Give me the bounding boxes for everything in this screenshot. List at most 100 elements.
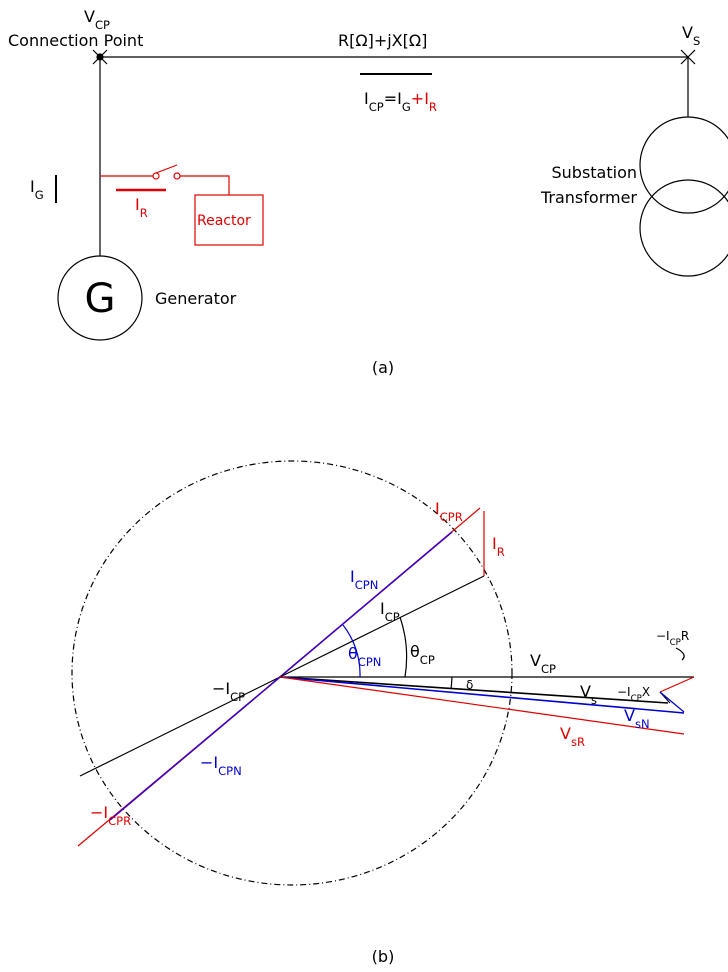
vector: [659, 691, 685, 713]
switch-contact: [152, 172, 160, 180]
label-text: X: [642, 685, 650, 699]
label-text: I: [30, 177, 35, 196]
label-text: −I: [656, 629, 670, 643]
subscript: CPN: [218, 764, 242, 778]
vector: [659, 676, 695, 693]
generator-label: Generator: [155, 289, 237, 308]
label-text: +I: [411, 89, 429, 108]
label-text: −I: [200, 753, 218, 772]
vcp-label: VCP: [84, 7, 110, 32]
connection-point: Connection Point: [8, 31, 143, 50]
vector: [279, 676, 685, 735]
subscript: CPR: [108, 814, 131, 828]
label-text: θ: [348, 644, 358, 663]
subscript: CP: [670, 638, 681, 648]
subscript: R: [429, 100, 437, 114]
reactor-branch: [100, 164, 264, 246]
impedance: R[Ω]+jX[Ω]: [338, 31, 427, 50]
label-text: I: [435, 499, 440, 518]
subscript: CP: [541, 662, 556, 676]
transformer-coil: [639, 116, 728, 214]
caption: (a): [372, 358, 394, 377]
caption: (b): [372, 947, 395, 966]
subscript: G: [402, 100, 411, 114]
reactor-label: Reactor: [197, 213, 251, 229]
vector-label: VCP: [530, 651, 556, 676]
generator-circle: [57, 255, 143, 341]
label-text: I: [380, 599, 385, 618]
vector-label: −ICPX: [617, 685, 650, 704]
angle-label: δ: [466, 678, 473, 692]
vector-label: IR: [492, 534, 505, 559]
vector-label: ICPR: [435, 499, 463, 524]
angle-arc: [399, 616, 408, 678]
vector: [279, 676, 685, 714]
angle-label: θCPN: [348, 644, 381, 669]
vector: [279, 575, 485, 678]
ig-label: IG: [30, 177, 44, 202]
subscript: R: [497, 545, 505, 559]
subscript: CPR: [440, 510, 463, 524]
circle: [71, 460, 513, 886]
angle-arc: [342, 624, 361, 678]
current-equation: ICP=IG+IR: [364, 89, 437, 114]
substation-label: Substation: [551, 163, 637, 182]
vector: [279, 676, 669, 704]
subscript: sN: [635, 717, 650, 731]
label-text: V: [560, 724, 571, 743]
subscript: CPN: [358, 655, 382, 669]
label-text: V: [580, 682, 591, 701]
vector-label: VsR: [560, 724, 585, 749]
angle-arc: [450, 676, 453, 690]
subscript: CP: [230, 690, 245, 704]
switch-contact: [173, 172, 181, 180]
transformer-coil: [639, 179, 728, 277]
reactor-box: [194, 194, 264, 246]
vector-label: VsN: [624, 706, 650, 731]
subscript: s: [591, 693, 597, 707]
vs-label: VS: [682, 23, 700, 48]
label-text: I: [364, 89, 369, 108]
wire: [180, 175, 230, 195]
circuit: [55, 49, 728, 341]
subscript: CP: [385, 610, 400, 624]
subscript: CP: [95, 18, 110, 32]
vector-label: −ICP: [212, 679, 245, 704]
vector-label: ICPN: [350, 567, 378, 592]
vector: [109, 676, 281, 821]
subscript: G: [35, 188, 44, 202]
angle-label: θCP: [410, 642, 435, 667]
ir-label: IR: [135, 195, 148, 220]
label-text: V: [682, 23, 693, 42]
vector-label: ICP: [380, 599, 400, 624]
label-text: V: [530, 651, 541, 670]
subscript: S: [693, 34, 700, 48]
vector-label: −ICPN: [200, 753, 242, 778]
vector: [279, 531, 453, 678]
label-text: =I: [384, 89, 402, 108]
subscript: CP: [631, 694, 642, 704]
label-text: θ: [410, 642, 420, 661]
subscript: CPN: [355, 578, 379, 592]
subscript: CP: [420, 653, 435, 667]
pointer: [675, 647, 685, 661]
switch-blade: [155, 164, 178, 174]
label-text: I: [492, 534, 497, 553]
label-text: I: [135, 195, 140, 214]
vector-label: −ICPR: [656, 629, 689, 648]
label-text: −I: [617, 685, 631, 699]
node: [96, 53, 104, 61]
substation-label: Transformer: [540, 188, 637, 207]
subscript: sR: [571, 735, 585, 749]
phasor-diagram: [71, 460, 695, 886]
label-text: V: [624, 706, 635, 725]
vector-label: Vs: [580, 682, 597, 707]
vector: [79, 676, 281, 777]
label-text: −I: [212, 679, 230, 698]
label-text: V: [84, 7, 95, 26]
vector-label: −ICPR: [90, 803, 131, 828]
subscript: R: [140, 206, 148, 220]
label-text: R: [681, 629, 689, 643]
generator-symbol: G: [85, 276, 116, 322]
